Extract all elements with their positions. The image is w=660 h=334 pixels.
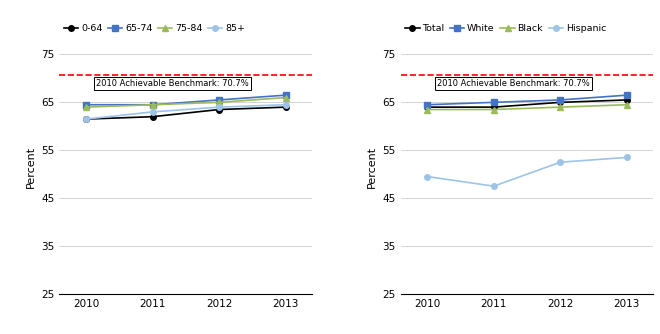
Text: 2010 Achievable Benchmark: 70.7%: 2010 Achievable Benchmark: 70.7% [96,79,249,88]
Legend: Total, White, Black, Hispanic: Total, White, Black, Hispanic [405,24,606,33]
Text: 2010 Achievable Benchmark: 70.7%: 2010 Achievable Benchmark: 70.7% [437,79,590,88]
Y-axis label: Percent: Percent [367,146,377,188]
Legend: 0-64, 65-74, 75-84, 85+: 0-64, 65-74, 75-84, 85+ [64,24,246,33]
Y-axis label: Percent: Percent [26,146,36,188]
